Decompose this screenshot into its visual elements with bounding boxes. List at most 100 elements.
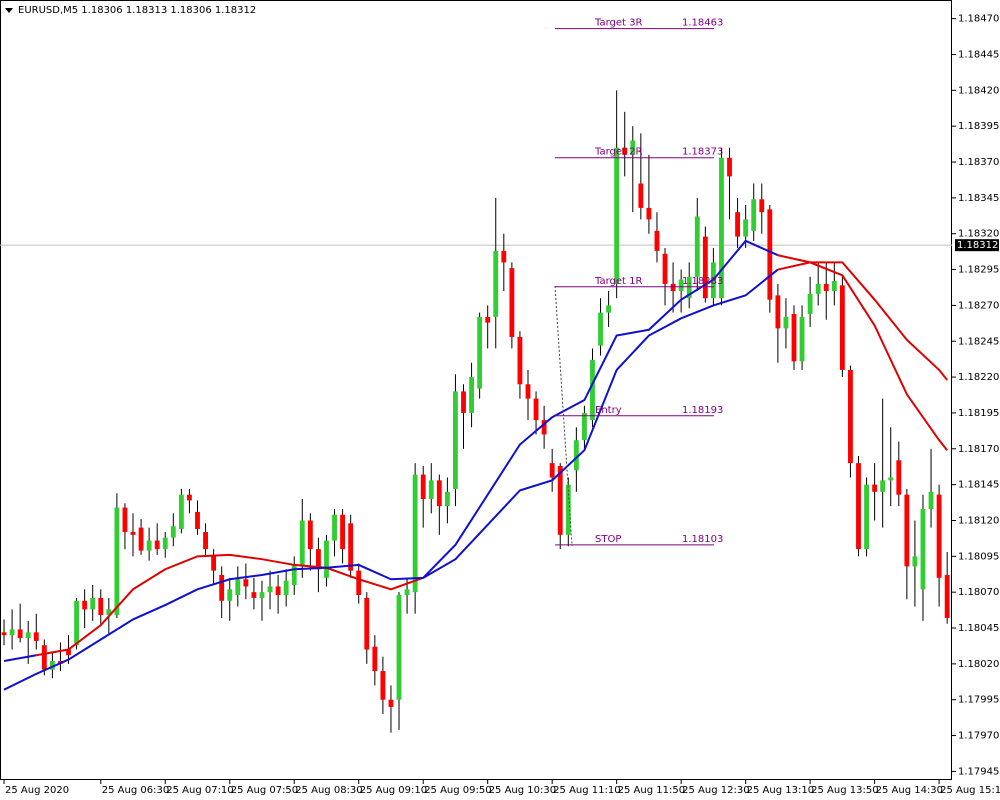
- candle-body: [848, 369, 853, 464]
- x-tick-label: 25 Aug 12:30: [682, 785, 749, 796]
- x-tick-label: 25 Aug 2020: [5, 785, 69, 796]
- candle-body: [662, 253, 668, 284]
- y-tick-label: 1.18220: [958, 372, 999, 383]
- candle-body: [864, 484, 869, 550]
- candle-body: [751, 199, 757, 231]
- x-tick-label: 25 Aug 09:10: [360, 785, 427, 796]
- candle-body: [767, 209, 773, 300]
- candle-body: [614, 147, 620, 284]
- y-tick-label: 1.18445: [958, 49, 999, 60]
- candle-body: [235, 579, 241, 596]
- candle-body: [170, 526, 176, 538]
- level-label: Target 2R: [594, 147, 642, 158]
- level-label: Target 1R: [594, 276, 642, 287]
- level-price: 1.18373: [682, 147, 723, 158]
- candle-body: [485, 316, 491, 323]
- candle-body: [195, 511, 200, 530]
- candle-body: [606, 305, 612, 313]
- trade-path: [554, 285, 573, 547]
- candle-body: [549, 463, 555, 478]
- y-tick-label: 1.18320: [958, 229, 999, 240]
- candle-body: [259, 592, 265, 598]
- x-tick-label: 25 Aug 10:30: [489, 785, 556, 796]
- y-tick-label: 1.18470: [958, 14, 999, 25]
- candle-body: [98, 597, 104, 616]
- y-tick-label: 1.18045: [958, 623, 999, 634]
- current-price-label: 1.18312: [957, 240, 998, 251]
- candle-body: [187, 494, 192, 501]
- candle-body: [904, 494, 910, 567]
- candle-body: [775, 295, 781, 329]
- moving-average: [3, 654, 37, 662]
- candle-body: [477, 316, 483, 389]
- candle-body: [307, 520, 313, 550]
- candle-body: [211, 554, 217, 571]
- candle-body: [646, 207, 652, 220]
- candle-body: [791, 314, 797, 362]
- candle-body: [557, 465, 563, 535]
- candle-body: [654, 230, 660, 251]
- candle-body: [324, 540, 329, 578]
- candle-body: [74, 600, 79, 646]
- candle-body: [920, 509, 926, 590]
- candle-body: [178, 494, 184, 530]
- candle-body: [856, 463, 861, 550]
- candle-body: [670, 283, 676, 292]
- candle-body: [106, 609, 112, 616]
- candle-body: [896, 460, 902, 495]
- candle-body: [622, 147, 628, 155]
- candle-body: [243, 579, 249, 587]
- y-tick-label: 1.18095: [958, 551, 999, 562]
- candle-body: [872, 484, 878, 492]
- x-tick-label: 25 Aug 13:50: [811, 785, 878, 796]
- current-price-box: [955, 239, 999, 252]
- candle-body: [727, 157, 732, 177]
- candle-body: [122, 507, 128, 532]
- candle-body: [146, 540, 152, 551]
- candle-body: [694, 216, 700, 277]
- candle-body: [82, 600, 88, 610]
- candle-body: [590, 359, 595, 421]
- candle-body: [719, 157, 724, 299]
- candle-body: [541, 420, 547, 435]
- candle-body: [525, 384, 531, 399]
- candle-body: [154, 540, 160, 550]
- x-tick-label: 25 Aug 11:10: [553, 785, 620, 796]
- y-tick-label: 1.18120: [958, 515, 999, 526]
- y-tick-label: 1.18270: [958, 300, 999, 311]
- x-tick-label: 25 Aug 06:30: [102, 785, 169, 796]
- candle-body: [743, 219, 749, 237]
- moving-average: [36, 553, 424, 657]
- x-tick-label: 25 Aug 15:10: [940, 785, 1000, 796]
- menu-arrow[interactable]: [5, 8, 13, 13]
- candle-body: [251, 592, 257, 598]
- candle-body: [275, 586, 281, 596]
- candle-body: [807, 293, 813, 315]
- candle-body: [162, 537, 168, 550]
- y-tick-label: 1.18170: [958, 444, 999, 455]
- level-price: 1.18283: [682, 276, 723, 287]
- y-tick-label: 1.17945: [958, 766, 999, 777]
- candle-body: [33, 632, 39, 641]
- candle-body: [130, 531, 136, 535]
- candle-body: [759, 199, 765, 213]
- candle-body: [380, 671, 386, 700]
- candle-body: [66, 649, 71, 656]
- candle-body: [444, 491, 450, 507]
- candle-body: [735, 212, 740, 237]
- y-tick-label: 1.18195: [958, 408, 999, 419]
- x-tick-label: 25 Aug 09:50: [424, 785, 491, 796]
- candle-body: [928, 491, 934, 510]
- candle-body: [533, 398, 539, 421]
- candle-body: [396, 595, 402, 700]
- moving-average: [3, 268, 779, 691]
- candle-body: [686, 276, 692, 299]
- y-tick-label: 1.18295: [958, 265, 999, 276]
- level-label: Entry: [595, 405, 622, 416]
- x-tick-label: 25 Aug 07:50: [231, 785, 298, 796]
- candle-body: [299, 520, 305, 567]
- candle-body: [702, 236, 708, 299]
- y-tick-label: 1.18070: [958, 587, 999, 598]
- candle-body: [114, 507, 120, 616]
